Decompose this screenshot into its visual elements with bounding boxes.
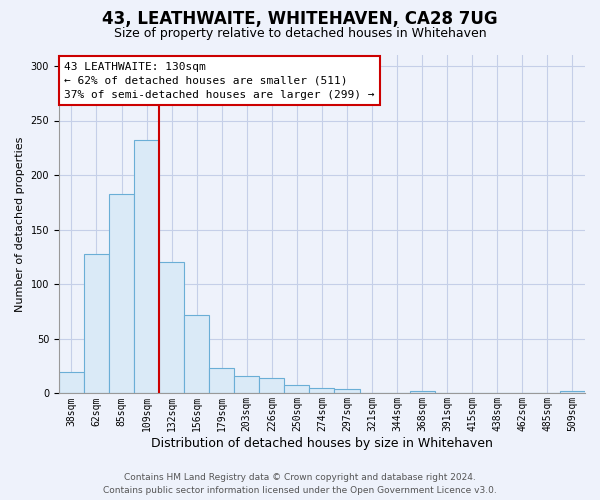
Bar [84, 254, 109, 394]
Bar [209, 368, 234, 394]
X-axis label: Distribution of detached houses by size in Whitehaven: Distribution of detached houses by size … [151, 437, 493, 450]
Y-axis label: Number of detached properties: Number of detached properties [15, 136, 25, 312]
Bar [560, 391, 585, 394]
Text: Size of property relative to detached houses in Whitehaven: Size of property relative to detached ho… [113, 28, 487, 40]
Bar [334, 389, 359, 394]
Bar [59, 372, 84, 394]
Bar [184, 315, 209, 394]
Bar [159, 262, 184, 394]
Bar [284, 384, 310, 394]
Bar [234, 376, 259, 394]
Bar [259, 378, 284, 394]
Bar [410, 391, 434, 394]
Bar [310, 388, 334, 394]
Text: Contains HM Land Registry data © Crown copyright and database right 2024.
Contai: Contains HM Land Registry data © Crown c… [103, 474, 497, 495]
Text: 43, LEATHWAITE, WHITEHAVEN, CA28 7UG: 43, LEATHWAITE, WHITEHAVEN, CA28 7UG [102, 10, 498, 28]
Text: 43 LEATHWAITE: 130sqm
← 62% of detached houses are smaller (511)
37% of semi-det: 43 LEATHWAITE: 130sqm ← 62% of detached … [64, 62, 374, 100]
Bar [109, 194, 134, 394]
Bar [134, 140, 159, 394]
